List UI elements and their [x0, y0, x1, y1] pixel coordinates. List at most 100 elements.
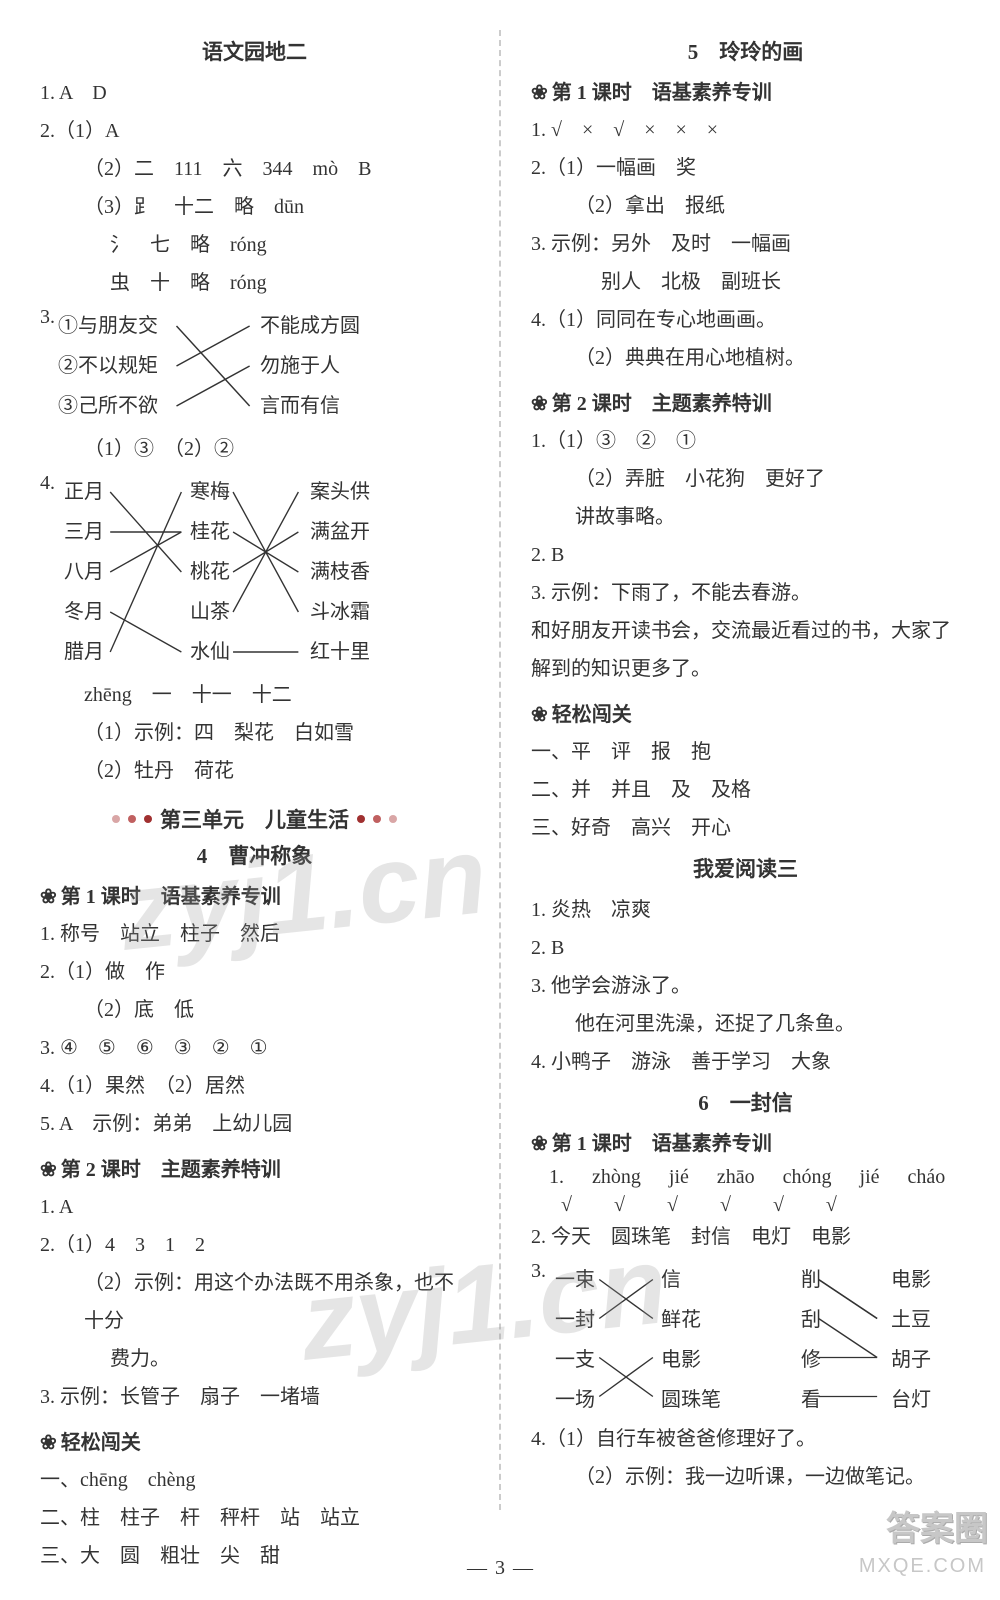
unit-heading: 第三单元 儿童生活: [40, 804, 469, 834]
answer-line: 3. 他学会游泳了。: [531, 967, 960, 1005]
m-rr: 胡子: [891, 1340, 931, 1380]
tick: √: [561, 1192, 572, 1218]
answer-line: 2.（1）4 3 1 2: [40, 1226, 469, 1264]
m-rl: 看: [801, 1380, 821, 1420]
answer-line: 氵 七 略 róng: [40, 226, 469, 264]
answer-line: （2）弄脏 小花狗 更好了: [531, 460, 960, 498]
answer-line: 2. B: [531, 536, 960, 574]
answer-line: 虫 十 略 róng: [40, 264, 469, 302]
answer-line: 1. √ × √ × × ×: [531, 111, 960, 149]
answer-line: 二、柱 柱子 杆 秤杆 站 站立: [40, 1499, 469, 1537]
answer-line: 2.（1）A: [40, 112, 469, 150]
answer-line: 费力。: [40, 1340, 469, 1378]
tick: √: [614, 1192, 625, 1218]
m-rl: 修: [801, 1340, 821, 1380]
subsection: 第 2 课时 主题素养特训: [40, 1153, 469, 1182]
pinyin: zhāo: [717, 1162, 755, 1192]
page-number: 3: [0, 1557, 1000, 1580]
answer-line: 讲故事略。: [531, 498, 960, 536]
pinyin: chóng: [783, 1162, 832, 1192]
lesson-title: 4 曹冲称象: [40, 840, 469, 870]
answer-line: 和好朋友开读书会，交流最近看过的书，大家了: [531, 612, 960, 650]
answer-line: 1. A: [40, 1188, 469, 1226]
m-rr: 台灯: [891, 1380, 931, 1420]
q-number: 3.: [531, 1260, 546, 1283]
m-rl: 削: [801, 1260, 821, 1300]
pinyin: jié: [669, 1162, 689, 1192]
answer-line: 3. 示例：下雨了，不能去春游。: [531, 574, 960, 612]
answer-line: （2）典典在用心地植树。: [531, 339, 960, 377]
answer-line: 1. 炎热 凉爽: [531, 891, 960, 929]
answer-line: 2. 今天 圆珠笔 封信 电灯 电影: [531, 1218, 960, 1256]
answer-line: （1）示例：四 梨花 白如雪: [40, 714, 469, 752]
answer-line: 一、chēng chèng: [40, 1461, 469, 1499]
tick-row: √ √ √ √ √ √: [531, 1192, 960, 1218]
tick: √: [667, 1192, 678, 1218]
answer-line: 一、平 评 报 抱: [531, 733, 960, 771]
pinyin: jié: [860, 1162, 880, 1192]
answer-line: （2）底 低: [40, 991, 469, 1029]
brand-url: MXQE.COM: [859, 1555, 986, 1578]
answer-line: 2.（1）一幅画 奖: [531, 149, 960, 187]
answer-line: 3. ④ ⑤ ⑥ ③ ② ①: [40, 1029, 469, 1067]
answer-line: 3. 示例：长管子 扇子 一堵墙: [40, 1378, 469, 1416]
answer-line: （2）二 111 六 344 mò B: [40, 150, 469, 188]
lesson-title: 6 一封信: [531, 1087, 960, 1117]
m-l: 一场: [555, 1380, 595, 1420]
column-divider: [499, 30, 501, 1510]
answer-line: 4.（1）自行车被爸爸修理好了。: [531, 1420, 960, 1458]
m-l: 一支: [555, 1340, 595, 1380]
lesson-title: 5 玲玲的画: [531, 36, 960, 66]
answer-line: （2）牡丹 荷花: [40, 752, 469, 790]
m-m: 圆珠笔: [661, 1380, 721, 1420]
answer-line: 1. 称号 站立 柱子 然后: [40, 915, 469, 953]
m-rr: 电影: [891, 1260, 931, 1300]
section-title: 我爱阅读三: [531, 853, 960, 883]
subsection: 轻松闯关: [531, 698, 960, 727]
matching-q4: 4. 正月 三月 八月 冬月 腊月 寒梅 桂花 桃花 山茶 水仙 案头供 满盆开…: [40, 472, 469, 672]
answer-line: 别人 北极 副班长: [531, 263, 960, 301]
answer-line: （2）示例：用这个办法既不用杀象，也不十分: [40, 1264, 469, 1340]
answer-line: 2. B: [531, 929, 960, 967]
answer-line: 4.（1）同同在专心地画画。: [531, 301, 960, 339]
answer-line: 1. A D: [40, 74, 469, 112]
matching-q6-3: 3. 一束 一封 一支 一场 信 鲜花 电影 圆珠笔 削 刮 修 看 电影 土: [531, 1260, 960, 1420]
answer-line: （2）示例：我一边听课，一边做笔记。: [531, 1458, 960, 1496]
m-m: 鲜花: [661, 1300, 721, 1340]
subsection: 第 1 课时 语基素养专训: [531, 76, 960, 105]
answer-line: 4. 小鸭子 游泳 善于学习 大象: [531, 1043, 960, 1081]
pinyin: cháo: [908, 1162, 946, 1192]
answer-line: （3）𧾷 十二 略 dūn: [40, 188, 469, 226]
m-m: 电影: [661, 1340, 721, 1380]
tick: √: [826, 1192, 837, 1218]
m-m: 信: [661, 1260, 721, 1300]
m-l: 一束: [555, 1260, 595, 1300]
subsection: 第 1 课时 语基素养专训: [531, 1127, 960, 1156]
unit-label: 第三单元 儿童生活: [160, 804, 349, 834]
answer-line: 2.（1）做 作: [40, 953, 469, 991]
answer-line: 3. 示例：另外 及时 一幅画: [531, 225, 960, 263]
answer-line: （2）拿出 报纸: [531, 187, 960, 225]
pinyin: zhòng: [592, 1162, 641, 1192]
m-rl: 刮: [801, 1300, 821, 1340]
pinyin-row: 1.zhòng jié zhāo chóng jié cháo: [531, 1162, 960, 1192]
subsection: 第 2 课时 主题素养特训: [531, 387, 960, 416]
tick: √: [773, 1192, 784, 1218]
answer-line: 1.（1）③ ② ①: [531, 422, 960, 460]
m-rr: 土豆: [891, 1300, 931, 1340]
subsection: 轻松闯关: [40, 1426, 469, 1455]
subsection: 第 1 课时 语基素养专训: [40, 880, 469, 909]
answer-line: 三、好奇 高兴 开心: [531, 809, 960, 847]
section-title: 语文园地二: [40, 36, 469, 66]
matching-q3: ①与朋友交 ②不以规矩 ③己所不欲 不能成方圆 勿施于人 言而有信 3.: [40, 306, 469, 426]
m-l: 一封: [555, 1300, 595, 1340]
answer-line: 5. A 示例：弟弟 上幼儿园: [40, 1105, 469, 1143]
answer-line: 他在河里洗澡，还捉了几条鱼。: [531, 1005, 960, 1043]
answer-line: zhēng 一 十一 十二: [40, 676, 469, 714]
answer-line: 4.（1）果然 （2）居然: [40, 1067, 469, 1105]
answer-line: 解到的知识更多了。: [531, 650, 960, 688]
tick: √: [720, 1192, 731, 1218]
answer-line: （1）③ （2）②: [40, 430, 469, 468]
answer-line: 二、并 并且 及 及格: [531, 771, 960, 809]
brand-mark: 答案圈: [886, 1501, 988, 1550]
